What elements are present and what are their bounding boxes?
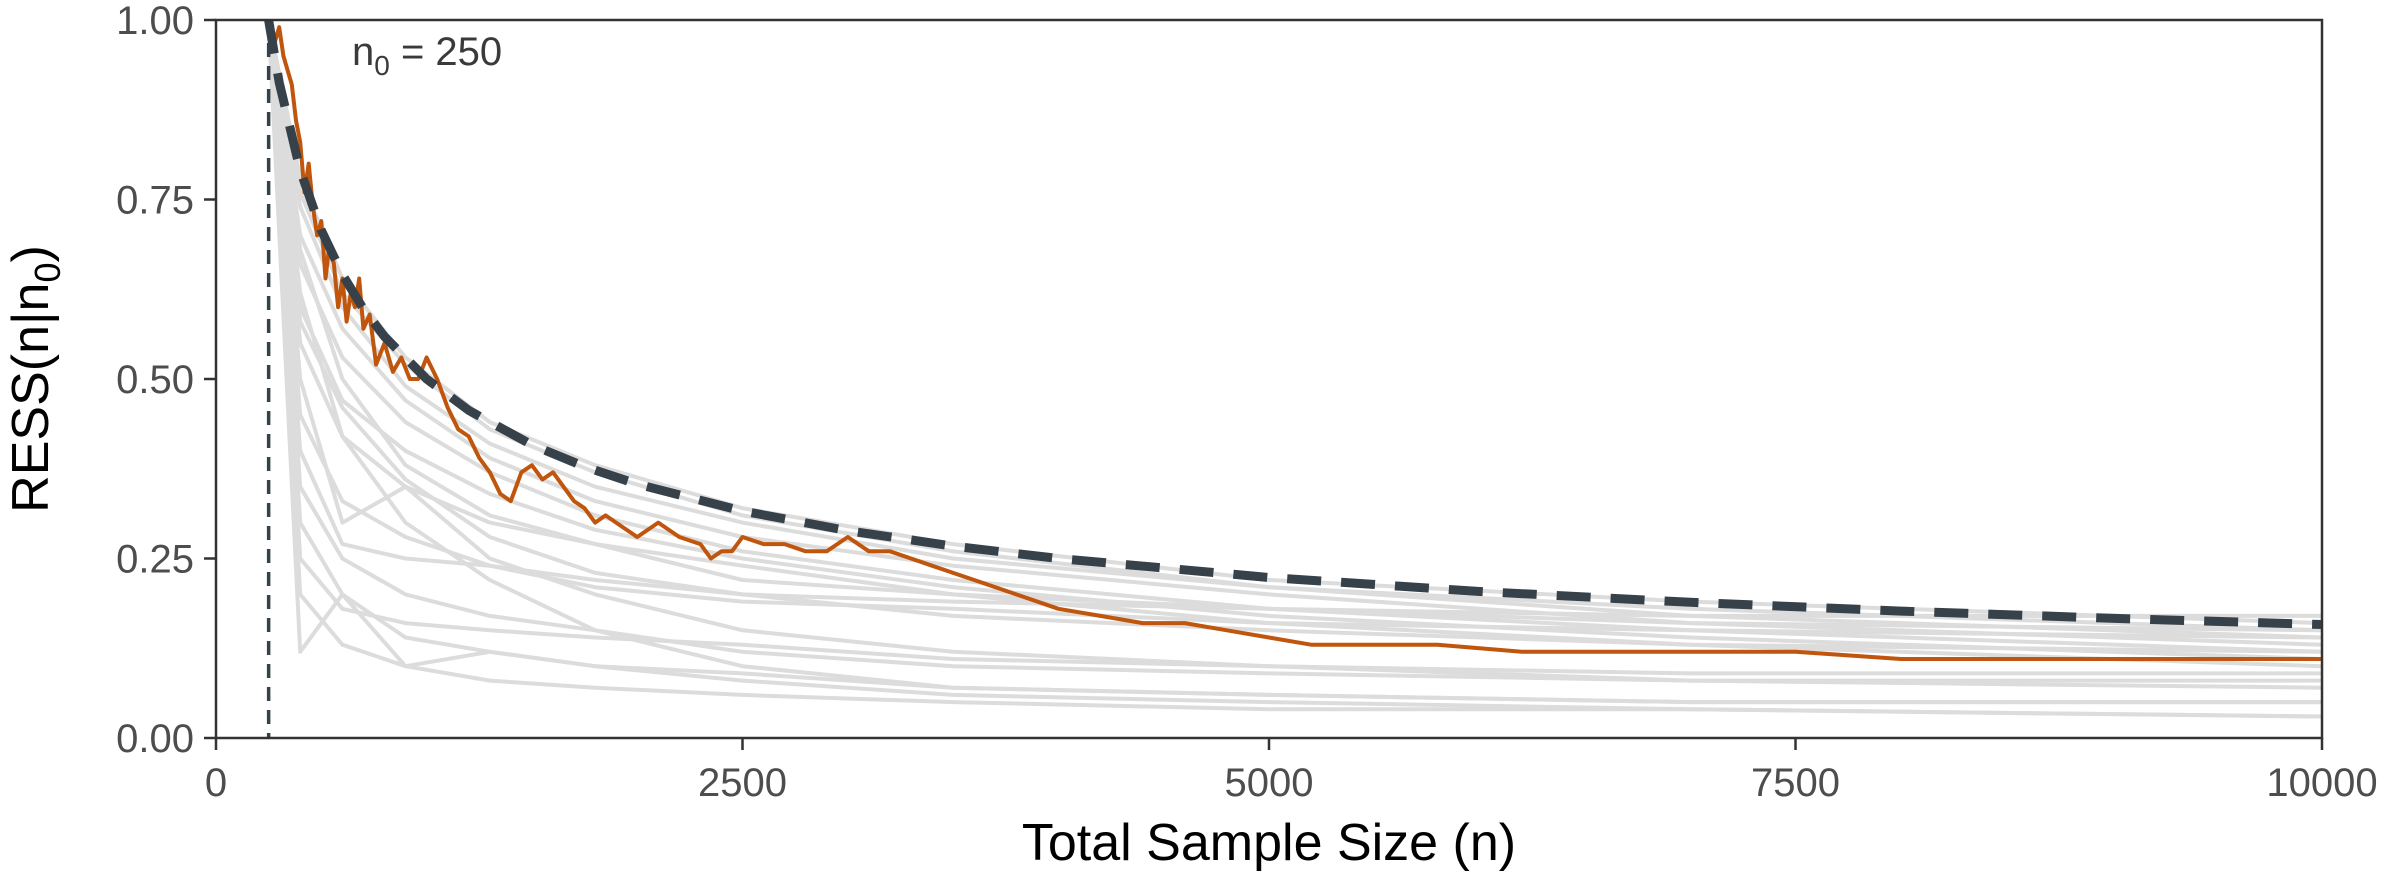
x-tick-label: 5000 — [1225, 761, 1314, 805]
y-axis-ticks: 0.00 0.25 0.50 0.75 1.00 — [116, 0, 216, 761]
background-series-line-14 — [266, 19, 2322, 705]
background-series-line-7 — [266, 19, 2323, 669]
background-series-line-4 — [266, 19, 2323, 647]
x-tick-label: 2500 — [698, 761, 787, 805]
highlight-series-line — [266, 19, 2322, 661]
background-series-line-17 — [266, 19, 2322, 676]
y-axis-title: RESS(n|n0) — [2, 245, 68, 513]
highlight-series-group — [266, 19, 2322, 661]
background-series-line-15 — [266, 19, 2323, 654]
bound-curve-group — [264, 19, 2323, 629]
y-tick-label: 0.00 — [116, 717, 194, 761]
x-axis-ticks: 0 2500 5000 7500 10000 — [205, 738, 2378, 805]
y-tick-label: 0.25 — [116, 538, 194, 582]
x-tick-label: 0 — [205, 761, 227, 805]
x-tick-label: 7500 — [1751, 761, 1840, 805]
background-series-group — [266, 19, 2323, 719]
background-series-line-12 — [266, 19, 2323, 719]
y-tick-label: 1.00 — [116, 0, 194, 43]
x-tick-label: 10000 — [2266, 761, 2377, 805]
background-series-line-10 — [266, 19, 2322, 705]
y-tick-label: 0.75 — [116, 179, 194, 223]
background-series-line-16 — [266, 19, 2323, 633]
x-axis-title: Total Sample Size (n) — [1022, 814, 1516, 872]
background-series-line-13 — [266, 19, 2323, 690]
y-tick-label: 0.50 — [116, 358, 194, 402]
bound-dashed-curve — [264, 19, 2323, 629]
background-series-line-5 — [266, 19, 2323, 654]
background-series-line-3 — [266, 19, 2323, 640]
background-series-line-6 — [266, 19, 2323, 661]
background-series-line-1 — [266, 19, 2323, 626]
background-series-line-18 — [266, 19, 2322, 618]
background-series-line-8 — [266, 19, 2323, 640]
n0-annotation: n0 = 250 — [352, 30, 502, 81]
background-series-line-11 — [266, 19, 2323, 719]
